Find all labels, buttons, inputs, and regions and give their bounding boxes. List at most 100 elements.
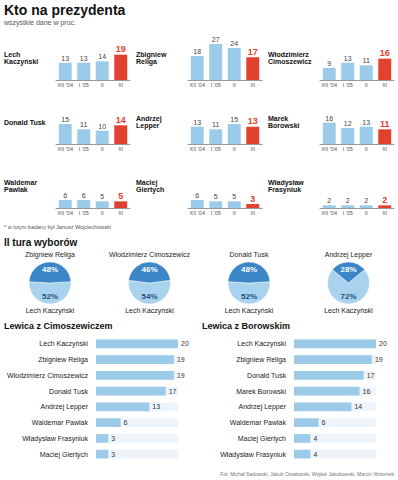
svg-text:I '05: I '05 (79, 146, 89, 152)
svg-text:Fot. Michał Sadowski, Jakub Os: Fot. Michał Sadowski, Jakub Ostałowski, … (220, 471, 394, 477)
svg-text:II: II (101, 146, 105, 152)
svg-text:III: III (382, 82, 387, 88)
svg-text:13: 13 (80, 55, 88, 62)
svg-text:6: 6 (124, 419, 128, 426)
svg-text:XII '04: XII '04 (190, 210, 205, 216)
svg-text:III: III (250, 210, 255, 216)
svg-text:Religa: Religa (136, 58, 157, 66)
svg-text:I '05: I '05 (211, 82, 221, 88)
svg-text:Włodzimierz: Włodzimierz (268, 51, 311, 58)
svg-text:Donald Tusk: Donald Tusk (247, 372, 286, 379)
svg-text:Andrzej Lepper: Andrzej Lepper (239, 403, 287, 411)
svg-text:III: III (118, 82, 123, 88)
svg-text:11: 11 (380, 119, 390, 129)
svg-text:14: 14 (116, 115, 126, 125)
svg-text:Kto na prezydenta: Kto na prezydenta (4, 2, 126, 18)
svg-text:I '05: I '05 (343, 82, 353, 88)
svg-text:Włodzimierz Cimoszewicz: Włodzimierz Cimoszewicz (7, 372, 88, 379)
svg-text:15: 15 (61, 116, 69, 123)
svg-text:Lech Kaczyński: Lech Kaczyński (26, 307, 75, 315)
svg-text:17: 17 (169, 388, 177, 395)
svg-text:52%: 52% (241, 292, 257, 301)
svg-text:3: 3 (250, 194, 255, 204)
svg-text:4: 4 (313, 451, 317, 458)
svg-text:6: 6 (82, 192, 86, 199)
svg-text:XII '04: XII '04 (322, 210, 337, 216)
svg-text:Władysław Frasyniuk: Władysław Frasyniuk (220, 451, 286, 459)
svg-text:Borowski: Borowski (268, 122, 300, 129)
svg-text:Waldemar: Waldemar (4, 179, 39, 186)
svg-text:I '05: I '05 (343, 210, 353, 216)
svg-text:II: II (101, 82, 105, 88)
svg-text:17: 17 (248, 47, 258, 57)
svg-text:Donald Tusk: Donald Tusk (49, 388, 88, 395)
svg-text:19: 19 (177, 356, 185, 363)
svg-text:XII '04: XII '04 (190, 82, 205, 88)
svg-text:48%: 48% (42, 265, 58, 274)
svg-text:XII '04: XII '04 (190, 146, 205, 152)
svg-text:13: 13 (362, 119, 370, 126)
svg-text:III: III (250, 82, 255, 88)
svg-text:II: II (233, 146, 237, 152)
svg-text:Władysław Frasyniuk: Władysław Frasyniuk (22, 435, 88, 443)
svg-text:20: 20 (181, 340, 189, 347)
svg-text:Lech Kaczyński: Lech Kaczyński (225, 307, 274, 315)
svg-text:2: 2 (327, 197, 331, 204)
svg-text:Donald Tusk: Donald Tusk (4, 119, 46, 126)
svg-text:Pawlak: Pawlak (4, 186, 28, 193)
svg-text:18: 18 (193, 48, 201, 55)
svg-text:6: 6 (63, 192, 67, 199)
svg-text:I '05: I '05 (211, 210, 221, 216)
svg-text:Lewica z Cimoszewiczem: Lewica z Cimoszewiczem (4, 321, 113, 331)
svg-text:III: III (382, 146, 387, 152)
svg-text:16: 16 (325, 115, 333, 122)
svg-text:wszystkie dane w proc.: wszystkie dane w proc. (3, 19, 76, 27)
svg-text:11: 11 (212, 121, 219, 128)
svg-text:Lech Kaczyński: Lech Kaczyński (125, 307, 174, 315)
svg-text:Frasyniuk: Frasyniuk (268, 186, 301, 194)
svg-text:Lech Kaczyński: Lech Kaczyński (39, 340, 88, 348)
svg-text:19: 19 (116, 44, 126, 54)
svg-text:* w lutym badany był Janusz Wo: * w lutym badany był Janusz Wojciechowsk… (4, 224, 111, 230)
svg-text:Waldemar Pawlak: Waldemar Pawlak (32, 419, 89, 426)
svg-text:13: 13 (152, 403, 160, 410)
svg-text:15: 15 (230, 116, 238, 123)
svg-text:II: II (233, 82, 237, 88)
svg-text:13: 13 (61, 55, 69, 62)
svg-text:12: 12 (344, 120, 352, 127)
svg-text:2: 2 (364, 197, 368, 204)
svg-text:Donald Tusk: Donald Tusk (230, 251, 269, 258)
svg-text:III: III (382, 210, 387, 216)
svg-text:2: 2 (346, 197, 350, 204)
svg-text:16: 16 (363, 388, 371, 395)
svg-text:Maciej Giertych: Maciej Giertych (238, 435, 286, 443)
svg-text:I '05: I '05 (79, 210, 89, 216)
svg-text:Lewica z Borowskim: Lewica z Borowskim (202, 321, 290, 331)
svg-text:II tura wyborów: II tura wyborów (4, 237, 78, 248)
svg-text:Zbigniew Religa: Zbigniew Religa (25, 251, 75, 259)
svg-text:Lepper: Lepper (136, 122, 160, 130)
svg-text:13: 13 (248, 116, 258, 126)
svg-text:2: 2 (382, 195, 387, 205)
svg-text:III: III (118, 146, 123, 152)
svg-text:II: II (365, 210, 369, 216)
svg-text:Cimoszewicz: Cimoszewicz (268, 58, 312, 65)
svg-text:52%: 52% (42, 292, 58, 301)
svg-text:19: 19 (177, 372, 185, 379)
svg-text:Waldemar Pawlak: Waldemar Pawlak (230, 419, 287, 426)
svg-text:Marek Borowski: Marek Borowski (236, 388, 286, 395)
svg-text:Włodzimierz Cimoszewicz: Włodzimierz Cimoszewicz (109, 251, 190, 258)
svg-text:II: II (365, 146, 369, 152)
svg-text:24: 24 (230, 40, 238, 47)
svg-text:19: 19 (375, 356, 383, 363)
svg-text:27: 27 (212, 36, 220, 43)
svg-text:20: 20 (379, 340, 387, 347)
svg-text:Andrzej Lepper: Andrzej Lepper (325, 251, 373, 259)
svg-text:Zbigniew Religa: Zbigniew Religa (236, 356, 286, 364)
svg-text:6: 6 (195, 192, 199, 199)
svg-text:48%: 48% (241, 265, 257, 274)
svg-text:13: 13 (193, 119, 201, 126)
svg-text:Zbigniew Religa: Zbigniew Religa (38, 356, 88, 364)
svg-text:54%: 54% (141, 292, 157, 301)
svg-text:II: II (365, 82, 369, 88)
